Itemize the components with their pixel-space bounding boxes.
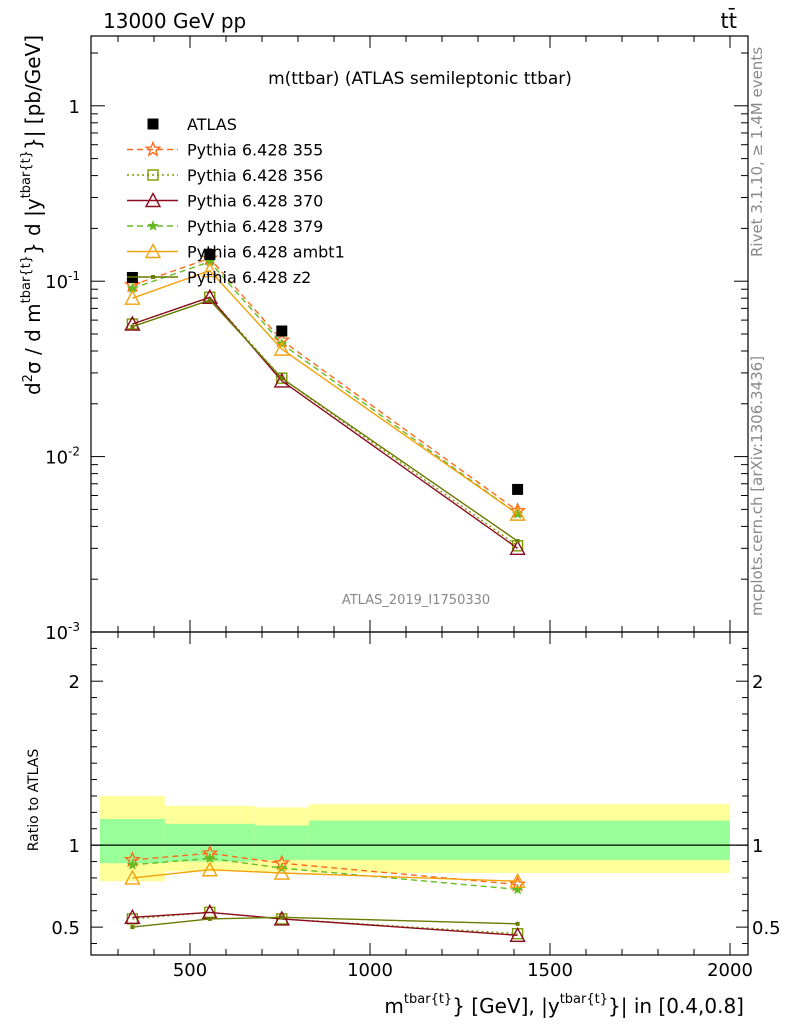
legend-label: Pythia 6.428 370 — [187, 192, 323, 211]
ratio-point — [130, 925, 135, 930]
x-tick-label: 1500 — [527, 960, 573, 981]
ratio-point — [126, 858, 138, 870]
final-state-label: tt̄ — [721, 8, 737, 33]
series-line — [132, 269, 519, 515]
ratio-point — [279, 915, 284, 920]
series-point — [273, 340, 290, 356]
ratio-tick-label: 0.5 — [752, 918, 781, 939]
legend-label: Pythia 6.428 z2 — [187, 268, 311, 287]
legend-marker — [151, 275, 155, 279]
ratio-point — [273, 864, 290, 880]
uncertainty-band-inner — [254, 825, 309, 860]
ratio-point — [276, 862, 288, 873]
ratio-point — [207, 916, 212, 921]
series-point — [130, 324, 135, 329]
legend-label: ATLAS — [187, 115, 237, 134]
ratio-tick-label: 1 — [69, 836, 80, 857]
ratio-line — [132, 852, 518, 886]
series-line — [132, 299, 518, 542]
legend-label: Pythia 6.428 355 — [187, 141, 323, 160]
legend-marker — [147, 220, 159, 231]
series-line — [132, 257, 519, 512]
series-point — [207, 298, 212, 303]
analysis-watermark: ATLAS_2019_I1750330 — [342, 593, 490, 608]
ratio-axis-label: Ratio to ATLAS — [26, 749, 42, 852]
x-tick-label: 1000 — [347, 960, 393, 981]
legend-marker — [144, 243, 162, 259]
mcplots-label: mcplots.cern.ch [arXiv:1306.3436] — [748, 356, 766, 616]
uncertainty-band-inner — [100, 818, 165, 864]
series-point — [124, 289, 141, 305]
ratio-point — [124, 869, 141, 885]
ratio-line — [132, 911, 518, 935]
ratio-line — [132, 857, 518, 891]
legend-label: Pythia 6.428 ambt1 — [187, 243, 345, 262]
series-line — [132, 296, 519, 547]
legend-label: Pythia 6.428 356 — [187, 166, 323, 185]
y-tick-label: 1 — [69, 97, 80, 118]
chart-title: m(ttbar) (ATLAS semileptonic ttbar) — [268, 69, 572, 89]
ratio-plot-frame — [90, 631, 749, 956]
series-point — [126, 318, 139, 330]
process-label: 13000 GeV pp — [103, 9, 246, 33]
series-line — [132, 260, 519, 515]
ratio-point — [204, 852, 216, 863]
y-tick-label: 10-1 — [45, 269, 80, 293]
ratio-point — [512, 883, 524, 895]
ratio-point — [509, 926, 526, 943]
main-y-axis-label: d2σ / d mtbar{t}} d |ytbar{t}}| [pb/GeV] — [19, 35, 45, 395]
series-point — [204, 291, 216, 303]
data-point — [204, 248, 216, 260]
ratio-point — [273, 910, 290, 926]
x-tick-label: 2000 — [707, 960, 753, 981]
x-axis-label: mtbar{t}} [GeV], |ytbar{t}}| in [0.4,0.8… — [384, 992, 744, 1018]
ratio-point — [124, 908, 141, 924]
legend-marker — [147, 169, 159, 181]
data-point — [512, 483, 524, 495]
series-point — [201, 288, 218, 304]
series-line — [132, 296, 519, 549]
ratio-line — [132, 911, 518, 936]
ratio-point — [509, 872, 526, 888]
ratio-tick-label: 2 — [69, 672, 80, 693]
series-point — [515, 539, 520, 544]
ratio-line — [132, 868, 518, 882]
legend-marker — [144, 140, 162, 157]
y-tick-label: 10-2 — [45, 445, 80, 469]
legend-marker — [144, 192, 162, 208]
ratio-line — [132, 916, 518, 928]
series-point — [279, 376, 284, 381]
ratio-point — [515, 921, 520, 926]
y-tick-label: 10-3 — [45, 620, 80, 644]
rivet-label: Rivet 3.1.10, ≥ 1.4M events — [748, 47, 766, 257]
series-point — [509, 539, 526, 556]
ratio-tick-label: 1 — [752, 836, 763, 857]
series-point — [124, 315, 141, 331]
ratio-tick-label: 0.5 — [51, 918, 80, 939]
series-point — [509, 505, 526, 521]
uncertainty-band-inner — [308, 820, 730, 860]
ratio-point — [201, 861, 218, 877]
ratio-tick-label: 2 — [752, 672, 763, 693]
data-point — [276, 325, 288, 337]
series-point — [201, 262, 218, 278]
legend-label: Pythia 6.428 379 — [187, 217, 323, 236]
x-tick-label: 500 — [173, 960, 207, 981]
legend-marker-atlas — [147, 118, 159, 130]
